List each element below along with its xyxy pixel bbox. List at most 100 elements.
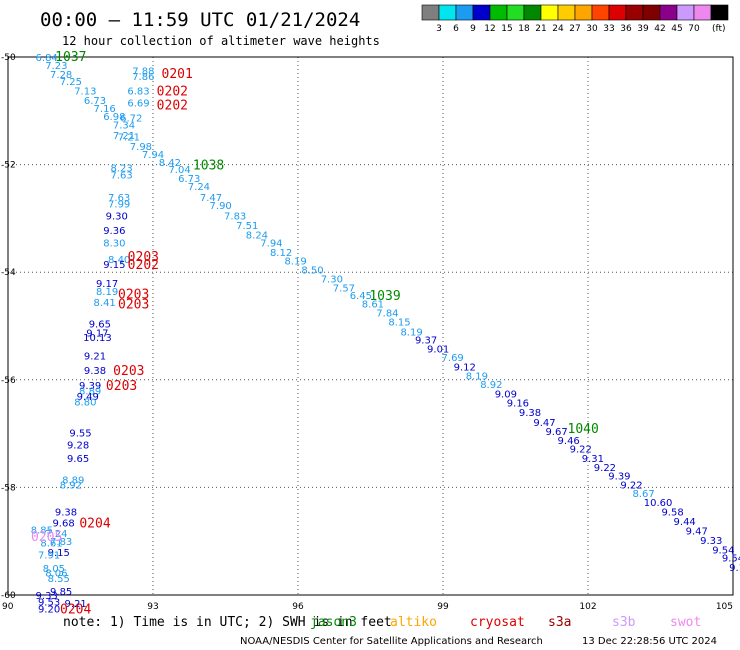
colorbar-swatch [557,4,576,21]
colorbar-swatch [574,4,593,21]
wave-height-point: 9.39 [79,381,101,392]
wave-height-point: 7.24 [188,182,210,193]
wave-height-point: 6.98 [103,112,125,123]
wave-height-point: 7.16 [94,104,116,115]
wave-height-point: 7.94 [142,150,164,161]
wave-height-point: 7.13 [74,86,96,97]
colorbar-label: 12 [484,24,495,34]
wave-height-point: 7.99 [108,199,130,210]
wave-height-point: 10.13 [83,333,112,344]
wave-height-point: 9.54 [712,545,734,556]
wave-height-point: 9.58 [661,508,683,519]
pass-annotation: 0204 [79,516,110,531]
colorbar-label: 18 [518,24,530,34]
wave-height-point: 9.20 [38,604,60,615]
wave-height-point: 7.84 [376,309,398,320]
colorbar-label: 24 [552,24,564,34]
wave-height-point: 7.25 [60,77,82,88]
wave-height-point: 8.05 [43,564,65,575]
wave-height-point: 6.73 [84,96,106,107]
pass-annotation: 1040 [568,422,599,437]
wave-height-point: 7.91 [38,551,60,562]
x-axis: 90 93 96 99 102 105 [2,602,733,612]
footer-note: note: 1) Time is in UTC; 2) SWH is in fe… [63,615,392,630]
wave-height-point: 9.28 [67,440,89,451]
wave-height-point: 7.86 [132,72,154,83]
colorbar-swatch [642,4,661,21]
pass-annotation: 0204 [60,602,91,617]
wave-height-point: 8.92 [60,481,82,492]
wave-height-point: 8.06 [45,568,67,579]
chart-title: 00:00 – 11:59 UTC 01/21/2024 [40,9,360,31]
wave-height-point: 8.89 [79,387,101,398]
wave-height-point: 7.24 [45,529,67,540]
wave-height-point: 9.33 [36,591,58,602]
wave-height-point: 9.09 [495,389,517,400]
wave-height-point: 9.22 [570,445,592,456]
wave-height-point: 9.55 [69,429,91,440]
colorbar-swatch [506,4,525,21]
wave-height-point: 8.30 [103,239,125,250]
wave-height-point: 9.36 [103,226,125,237]
wave-height-point: 7.90 [210,201,232,212]
wave-height-point: 8.42 [159,158,181,169]
x-tick-label: 93 [147,602,158,612]
colorbar-label: 36 [620,24,632,34]
colorbar-swatch [608,4,627,21]
colorbar-label: 21 [535,24,546,34]
wave-height-point: 7.47 [200,193,222,204]
wave-height-point: 9.22 [620,481,642,492]
y-tick-label: -60 [1,591,16,601]
wave-height-point: 9.49 [77,392,99,403]
wave-height-point: 6.72 [120,113,142,124]
wave-height-point: 9.47 [533,418,555,429]
wave-height-point: 9.47 [686,526,708,537]
colorbar-label: 42 [654,24,665,34]
y-tick-label: -56 [1,376,16,386]
wave-height-point: 7.34 [113,120,135,131]
colorbar-label: 15 [501,24,512,34]
wave-height-point: 9.46 [558,436,580,447]
satellite-legend-item: jason3 [310,615,357,630]
colorbar-swatch [540,4,559,21]
colorbar-swatch [710,4,729,21]
wave-height-point: 9.85 [50,587,72,598]
y-tick-label: -50 [1,53,16,63]
wave-height-point: 9.37 [415,335,437,346]
wave-height-point: 9.44 [674,517,696,528]
wave-height-point: 8.19 [284,256,306,267]
wave-height-point: 8.50 [301,266,323,277]
colorbar-swatch [472,4,491,21]
wave-height-point: 6.73 [178,174,200,185]
wave-height-point: 8.15 [388,318,410,329]
wave-height-point: 9.39 [608,472,630,483]
colorbar-label: 6 [453,24,459,34]
wave-height-point: 6.69 [127,99,149,110]
colorbar-swatch [455,4,474,21]
colorbar-swatch [523,4,542,21]
wave-height-point: 8.24 [246,231,268,242]
pass-annotation: 0203 [128,250,159,265]
pass-annotation: 0201 [162,67,193,82]
wave-height-point: 6.45 [350,291,372,302]
wave-height-point: 8.67 [632,489,654,500]
colorbar-legend: 3 6 9 12 15 18 21 24 27 30 33 36 39 42 45 70 [421,4,729,34]
wave-height-point: 9.21 [84,352,106,363]
x-tick-label: 102 [579,602,596,612]
colorbar-label: 3 [436,24,442,34]
wave-height-point: 8.19 [466,371,488,382]
wave-height-point: 9.16 [507,398,529,409]
wave-height-point: 9.65 [89,319,111,330]
wave-height-point: 8.89 [62,475,84,486]
wave-height-point: 9.38 [519,408,541,419]
wave-height-point: 7.94 [260,239,282,250]
wave-height-point: 7.63 [110,170,132,181]
pass-annotation: 0202 [128,258,159,273]
wave-height-point: 9.13 [729,563,740,574]
credit-text: NOAA/NESDIS Center for Satellite Applica… [240,636,543,647]
wave-height-point: 8.19 [96,287,118,298]
wave-height-point: 9.33 [700,536,722,547]
pass-annotation: 1037 [55,50,86,65]
wave-height-point: 8.55 [48,574,70,585]
